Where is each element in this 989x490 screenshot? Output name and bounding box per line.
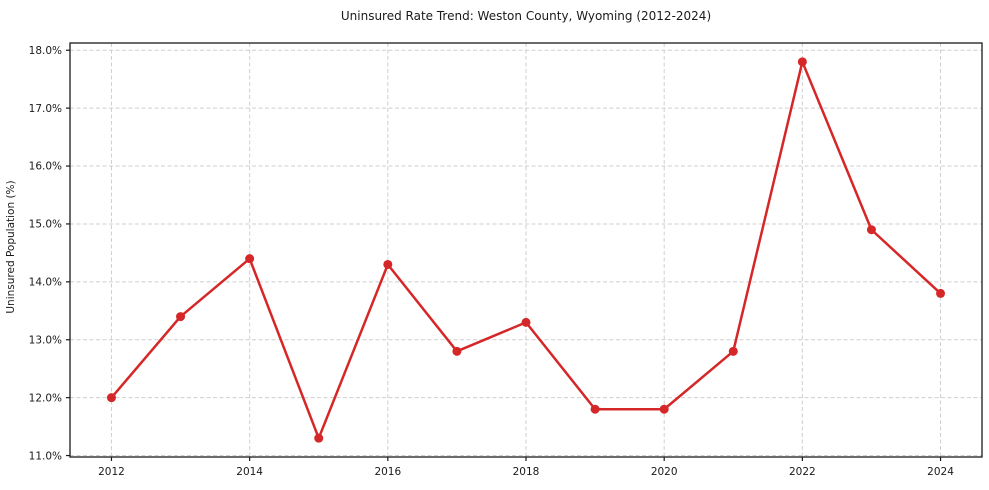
y-tick-label: 11.0% bbox=[29, 450, 62, 462]
x-tick-label: 2022 bbox=[789, 466, 816, 478]
data-point-marker bbox=[728, 346, 738, 356]
y-tick-label: 17.0% bbox=[29, 103, 62, 115]
data-point-marker bbox=[383, 259, 393, 269]
x-tick-label: 2014 bbox=[236, 466, 263, 478]
data-point-marker bbox=[245, 254, 255, 264]
data-point-marker bbox=[521, 317, 531, 327]
chart-title: Uninsured Rate Trend: Weston County, Wyo… bbox=[340, 9, 712, 23]
data-point-marker bbox=[797, 57, 807, 67]
data-point-marker bbox=[176, 312, 186, 322]
y-tick-label: 12.0% bbox=[29, 392, 62, 404]
data-point-marker bbox=[866, 225, 876, 235]
data-point-marker bbox=[659, 404, 669, 414]
y-tick-label: 15.0% bbox=[29, 219, 62, 231]
x-tick-label: 2016 bbox=[374, 466, 401, 478]
data-point-marker bbox=[106, 393, 116, 403]
y-tick-label: 18.0% bbox=[29, 45, 62, 57]
y-tick-label: 16.0% bbox=[29, 161, 62, 173]
data-point-marker bbox=[936, 288, 946, 298]
y-axis-label: Uninsured Population (%) bbox=[5, 180, 17, 313]
data-point-marker bbox=[314, 433, 324, 443]
y-tick-label: 13.0% bbox=[29, 334, 62, 346]
y-tick-label: 14.0% bbox=[29, 277, 62, 289]
x-tick-label: 2020 bbox=[651, 466, 678, 478]
data-point-marker bbox=[590, 404, 600, 414]
x-tick-label: 2018 bbox=[513, 466, 540, 478]
data-point-marker bbox=[452, 346, 462, 356]
x-tick-label: 2024 bbox=[927, 466, 954, 478]
x-tick-label: 2012 bbox=[98, 466, 125, 478]
